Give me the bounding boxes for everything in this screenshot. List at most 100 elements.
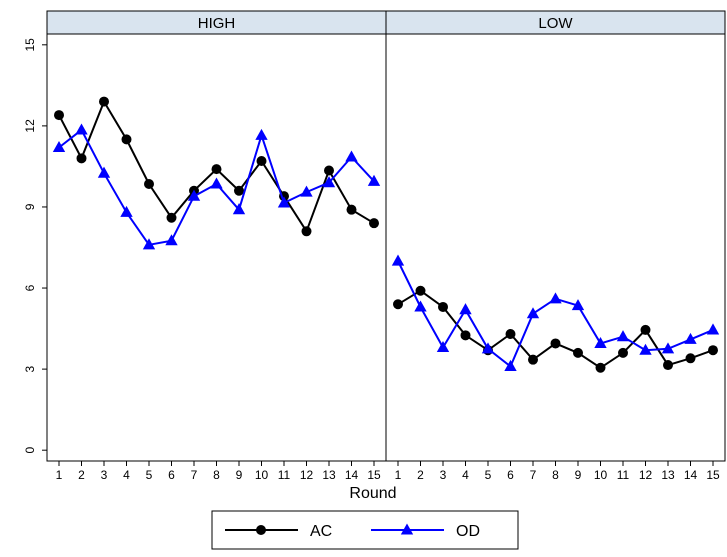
data-point-low-od-8 (549, 292, 562, 304)
panel-title-low: LOW (538, 15, 573, 32)
data-point-low-ac-8 (550, 338, 561, 349)
plot-area-low (385, 33, 726, 462)
data-point-high-od-11 (277, 196, 291, 208)
data-point-low-ac-7 (528, 354, 538, 365)
legend-label-od: OD (456, 523, 480, 540)
data-point-low-od-1 (391, 254, 405, 266)
data-point-low-ac-4 (460, 330, 471, 341)
x-tick-label-high-7: 7 (191, 468, 198, 482)
x-tick-label-high-9: 9 (236, 468, 243, 482)
data-point-low-od-4 (459, 303, 472, 315)
legend-marker-ac (256, 525, 266, 535)
panel-title-high: HIGH (198, 15, 236, 32)
data-point-low-od-9 (571, 299, 585, 311)
data-point-high-ac-1 (54, 110, 64, 121)
data-point-high-od-2 (75, 123, 88, 135)
data-point-high-ac-2 (76, 153, 87, 164)
data-point-high-od-14 (345, 150, 358, 162)
x-tick-label-high-6: 6 (168, 468, 175, 482)
x-tick-label-high-3: 3 (101, 468, 108, 482)
data-point-high-ac-9 (234, 185, 244, 196)
data-point-high-od-8 (210, 177, 223, 189)
data-point-low-ac-6 (505, 328, 516, 339)
x-tick-label-high-5: 5 (146, 468, 153, 482)
x-tick-label-high-14: 14 (345, 468, 359, 482)
data-point-high-ac-12 (301, 226, 312, 237)
x-tick-label-low-5: 5 (485, 468, 492, 482)
y-tick-label-9: 9 (23, 203, 37, 210)
data-point-high-ac-6 (166, 212, 177, 223)
data-point-high-ac-14 (346, 204, 357, 215)
data-point-low-od-3 (436, 340, 450, 353)
x-tick-label-high-13: 13 (322, 468, 336, 482)
x-tick-label-high-2: 2 (78, 468, 85, 482)
data-point-low-od-13 (661, 342, 675, 354)
legend-marker-od (400, 523, 414, 535)
data-point-high-od-7 (187, 189, 201, 201)
data-point-low-od-11 (616, 330, 630, 342)
x-tick-label-high-8: 8 (213, 468, 220, 482)
data-point-low-ac-12 (640, 324, 651, 335)
data-point-high-od-9 (232, 203, 246, 215)
data-point-low-od-7 (526, 307, 540, 319)
y-tick-label-3: 3 (23, 365, 37, 372)
data-point-low-od-14 (684, 332, 697, 344)
y-tick-label-0: 0 (23, 447, 37, 454)
x-tick-label-low-13: 13 (661, 468, 675, 482)
data-point-low-od-10 (594, 336, 607, 348)
x-tick-label-low-9: 9 (575, 468, 582, 482)
x-tick-label-low-11: 11 (617, 468, 630, 482)
data-point-high-ac-3 (99, 96, 109, 107)
data-point-high-ac-13 (324, 165, 334, 176)
x-tick-label-high-15: 15 (367, 468, 381, 482)
data-point-high-od-15 (367, 174, 381, 186)
data-point-high-od-4 (120, 205, 133, 217)
x-tick-label-high-1: 1 (56, 468, 63, 482)
data-point-high-od-5 (142, 238, 156, 250)
data-point-high-od-6 (165, 234, 178, 246)
data-point-low-ac-15 (708, 345, 718, 356)
data-point-high-od-10 (255, 128, 268, 140)
data-point-low-od-2 (414, 300, 427, 312)
x-tick-label-low-15: 15 (706, 468, 720, 482)
data-point-low-ac-13 (663, 360, 673, 371)
x-tick-label-low-14: 14 (684, 468, 698, 482)
plot-area-high (46, 33, 387, 462)
x-tick-label-low-4: 4 (462, 468, 469, 482)
x-tick-label-high-11: 11 (278, 468, 291, 482)
y-tick-label-15: 15 (23, 38, 37, 52)
x-tick-label-low-3: 3 (440, 468, 447, 482)
data-point-high-od-1 (52, 141, 66, 153)
data-point-high-ac-15 (369, 218, 379, 229)
x-axis-title: Round (349, 485, 396, 502)
data-point-low-od-15 (706, 323, 720, 335)
x-tick-label-low-8: 8 (552, 468, 559, 482)
data-point-low-ac-11 (618, 347, 628, 358)
legend-label-ac: AC (310, 523, 332, 540)
data-point-low-ac-9 (573, 347, 583, 358)
x-tick-label-high-10: 10 (255, 468, 269, 482)
x-tick-label-low-12: 12 (639, 468, 653, 482)
data-point-low-od-12 (639, 343, 652, 355)
data-point-low-ac-10 (595, 362, 606, 373)
y-tick-label-6: 6 (23, 284, 37, 291)
data-point-low-od-6 (504, 359, 517, 371)
data-point-high-od-13 (322, 176, 336, 188)
x-tick-label-low-10: 10 (594, 468, 608, 482)
x-tick-label-low-2: 2 (417, 468, 424, 482)
data-point-low-ac-3 (438, 301, 448, 312)
y-tick-label-12: 12 (23, 119, 37, 133)
data-point-high-od-3 (97, 166, 111, 178)
data-point-low-ac-14 (685, 353, 696, 364)
x-tick-label-low-1: 1 (395, 468, 402, 482)
x-tick-label-high-12: 12 (300, 468, 314, 482)
data-point-low-ac-2 (415, 285, 426, 296)
data-point-high-ac-10 (256, 156, 267, 167)
data-point-high-od-12 (300, 185, 313, 197)
x-tick-label-high-4: 4 (123, 468, 130, 482)
data-point-high-ac-4 (121, 134, 132, 145)
data-point-low-ac-1 (393, 299, 403, 310)
x-tick-label-low-6: 6 (507, 468, 514, 482)
data-point-high-ac-5 (144, 178, 154, 189)
